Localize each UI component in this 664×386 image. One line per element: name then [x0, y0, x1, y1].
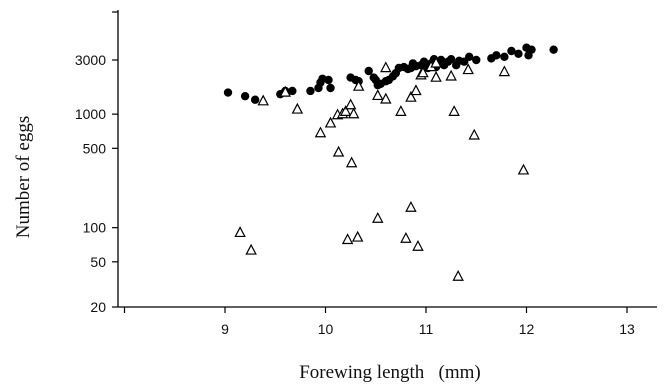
data-point-filled-circle — [507, 46, 516, 56]
data-point-open-triangle — [351, 230, 364, 242]
data-point-open-triangle — [405, 90, 417, 102]
data-point-open-triangle — [410, 84, 422, 96]
data-point-filled-circle — [419, 57, 429, 66]
data-point-filled-circle — [527, 45, 536, 54]
data-point-open-triangle — [468, 128, 480, 140]
data-point-open-triangle — [395, 105, 407, 116]
data-point-open-triangle — [430, 70, 442, 82]
data-point-filled-circle — [549, 45, 558, 54]
data-point-open-triangle — [245, 243, 257, 255]
data-point-filled-circle — [223, 88, 233, 97]
data-point-open-triangle — [234, 226, 246, 238]
x-axis-ticks: 9 10 11 12 13 — [123, 307, 635, 337]
data-point-open-triangle — [344, 98, 357, 110]
x-tick-label: 10 — [318, 321, 334, 337]
data-point-filled-circle — [240, 91, 250, 101]
data-point-open-triangle — [445, 69, 457, 81]
y-axis-title: Number of eggs — [13, 116, 34, 238]
y-tick-label: 3000 — [75, 52, 106, 68]
data-point-open-triangle — [452, 269, 464, 281]
data-point-filled-circle — [465, 52, 474, 62]
data-point-filled-circle — [472, 55, 481, 65]
data-point-filled-circle — [250, 95, 260, 104]
data-point-open-triangle — [380, 61, 392, 73]
data-point-open-triangle — [400, 231, 412, 243]
data-point-open-triangle — [417, 66, 429, 78]
y-axis-ticks: 20 50 100 500 1000 3000 — [75, 11, 118, 315]
data-point-open-triangle — [405, 200, 417, 212]
data-point-open-triangle — [372, 89, 384, 101]
data-point-open-triangle — [462, 63, 474, 75]
data-points — [223, 43, 558, 281]
data-point-open-triangle — [498, 65, 511, 77]
data-point-open-triangle — [430, 56, 442, 68]
x-tick-label: 9 — [221, 321, 229, 337]
y-tick-label: 100 — [83, 220, 107, 236]
data-point-open-triangle — [347, 107, 360, 119]
data-point-open-triangle — [257, 94, 269, 106]
axes — [117, 10, 657, 308]
data-point-filled-circle — [326, 83, 335, 93]
data-point-filled-circle — [364, 66, 373, 76]
x-tick-label: 13 — [619, 321, 635, 337]
data-point-open-triangle — [339, 105, 352, 116]
data-point-open-triangle — [332, 145, 345, 157]
data-point-filled-circle — [306, 86, 315, 96]
y-tick-label: 20 — [90, 299, 106, 315]
y-tick-label: 500 — [83, 140, 107, 156]
data-point-open-triangle — [380, 92, 392, 104]
data-point-open-triangle — [314, 126, 327, 138]
x-tick-label: 12 — [519, 321, 535, 337]
data-point-open-triangle — [341, 233, 354, 245]
data-point-open-triangle — [352, 79, 365, 91]
data-point-open-triangle — [279, 85, 292, 97]
data-point-filled-circle — [324, 75, 333, 85]
data-point-filled-circle — [514, 49, 523, 59]
y-tick-label: 50 — [90, 254, 106, 270]
data-point-filled-circle — [492, 51, 501, 60]
data-point-open-triangle — [517, 163, 530, 175]
data-point-filled-circle — [446, 54, 456, 64]
x-axis-title: Forewing length (mm) — [299, 362, 481, 383]
data-point-open-triangle — [324, 116, 337, 128]
data-point-open-triangle — [291, 102, 304, 114]
data-point-filled-circle — [288, 86, 297, 96]
x-tick-label: 11 — [419, 321, 434, 337]
data-point-open-triangle — [345, 156, 358, 168]
data-point-open-triangle — [448, 105, 460, 116]
data-point-filled-circle — [500, 52, 509, 62]
data-point-open-triangle — [372, 211, 384, 223]
data-point-open-triangle — [412, 239, 424, 251]
y-tick-label: 1000 — [75, 106, 106, 122]
